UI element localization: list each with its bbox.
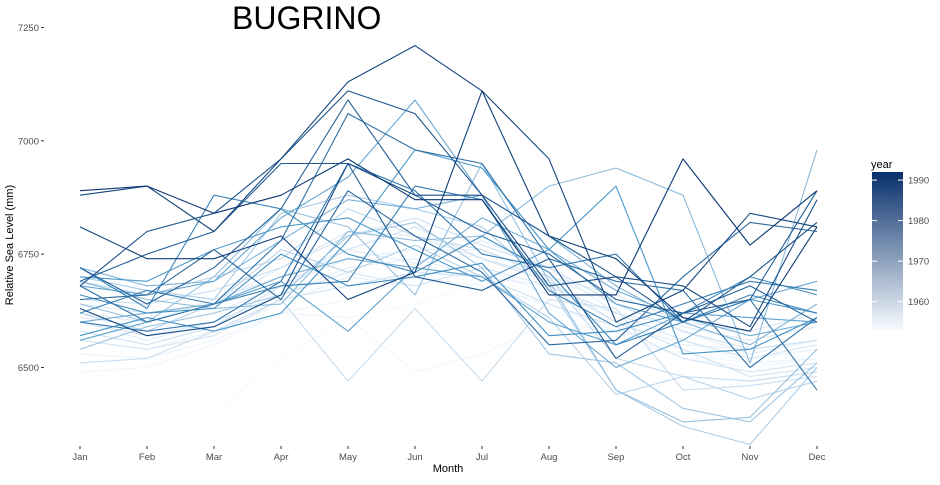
series-line-1958 [79,258,818,350]
legend-ticks: 1960 1970 1980 1990 [872,176,929,308]
series-line-1987 [79,90,818,323]
series-line-1960 [79,239,818,341]
y-tick-label: 6500 [18,363,39,374]
y-tick-label: 7000 [18,136,39,147]
y-tick-label: 7250 [18,23,39,34]
y-tick-label: 6750 [18,250,39,261]
series-line-1970 [79,221,818,423]
series-line-1985 [79,99,818,323]
x-tick-label: Jan [72,452,87,463]
x-tick-label: Oct [676,452,691,463]
x-tick-label: Jun [407,452,422,463]
series-line-1966 [79,298,818,391]
series-line-1988 [79,162,818,337]
series-line-1982 [79,162,818,391]
series-line-1973 [79,194,818,346]
series-line-1983 [79,113,818,369]
series-line-1991 [79,158,818,296]
x-tick-label: Nov [742,452,759,463]
x-axis-title: Month [433,463,464,475]
series-line-1975 [79,99,818,369]
x-tick-label: Jul [476,452,488,463]
y-axis-title: Relative Sea Level (mm) [4,185,16,305]
series-line-1984 [79,190,818,346]
series-line-1986 [79,162,818,359]
legend-tick-label: 1980 [908,216,929,227]
series-line-1974 [79,217,818,337]
series-line-1963 [79,271,818,373]
legend-tick-label: 1960 [908,297,929,308]
y-axis: 6500 6750 7000 7250 [18,23,44,374]
series-line-1989 [79,45,818,323]
series-layer [79,45,818,446]
series-line-1965 [79,217,818,350]
color-legend: year 1960 1970 1980 1990 [871,159,929,330]
series-line-1954 [213,280,818,414]
series-line-1962 [79,267,818,359]
x-tick-label: Sep [608,452,625,463]
series-line-1978 [79,149,818,355]
series-line-1955 [79,312,818,373]
legend-tick-label: 1990 [908,176,929,187]
series-line-1956 [79,276,818,364]
series-line-1968 [79,244,818,400]
x-tick-label: Apr [274,452,289,463]
series-line-1971 [79,162,818,423]
x-tick-label: Dec [809,452,826,463]
series-line-1981 [79,185,818,328]
x-tick-label: May [339,452,357,463]
series-line-1990 [79,90,818,332]
legend-title: year [871,159,893,171]
x-axis: Jan Feb Mar Apr May Jun Jul Aug Sep Oct Nov Dec [72,446,826,463]
x-tick-label: Feb [139,452,155,463]
series-line-1979 [79,253,818,337]
chart-title: BUGRINO [232,0,381,36]
legend-colorbar [872,172,903,330]
legend-tick-label: 1970 [908,257,929,268]
x-tick-label: Mar [206,452,222,463]
x-tick-label: Aug [541,452,558,463]
series-line-1969 [79,194,818,446]
